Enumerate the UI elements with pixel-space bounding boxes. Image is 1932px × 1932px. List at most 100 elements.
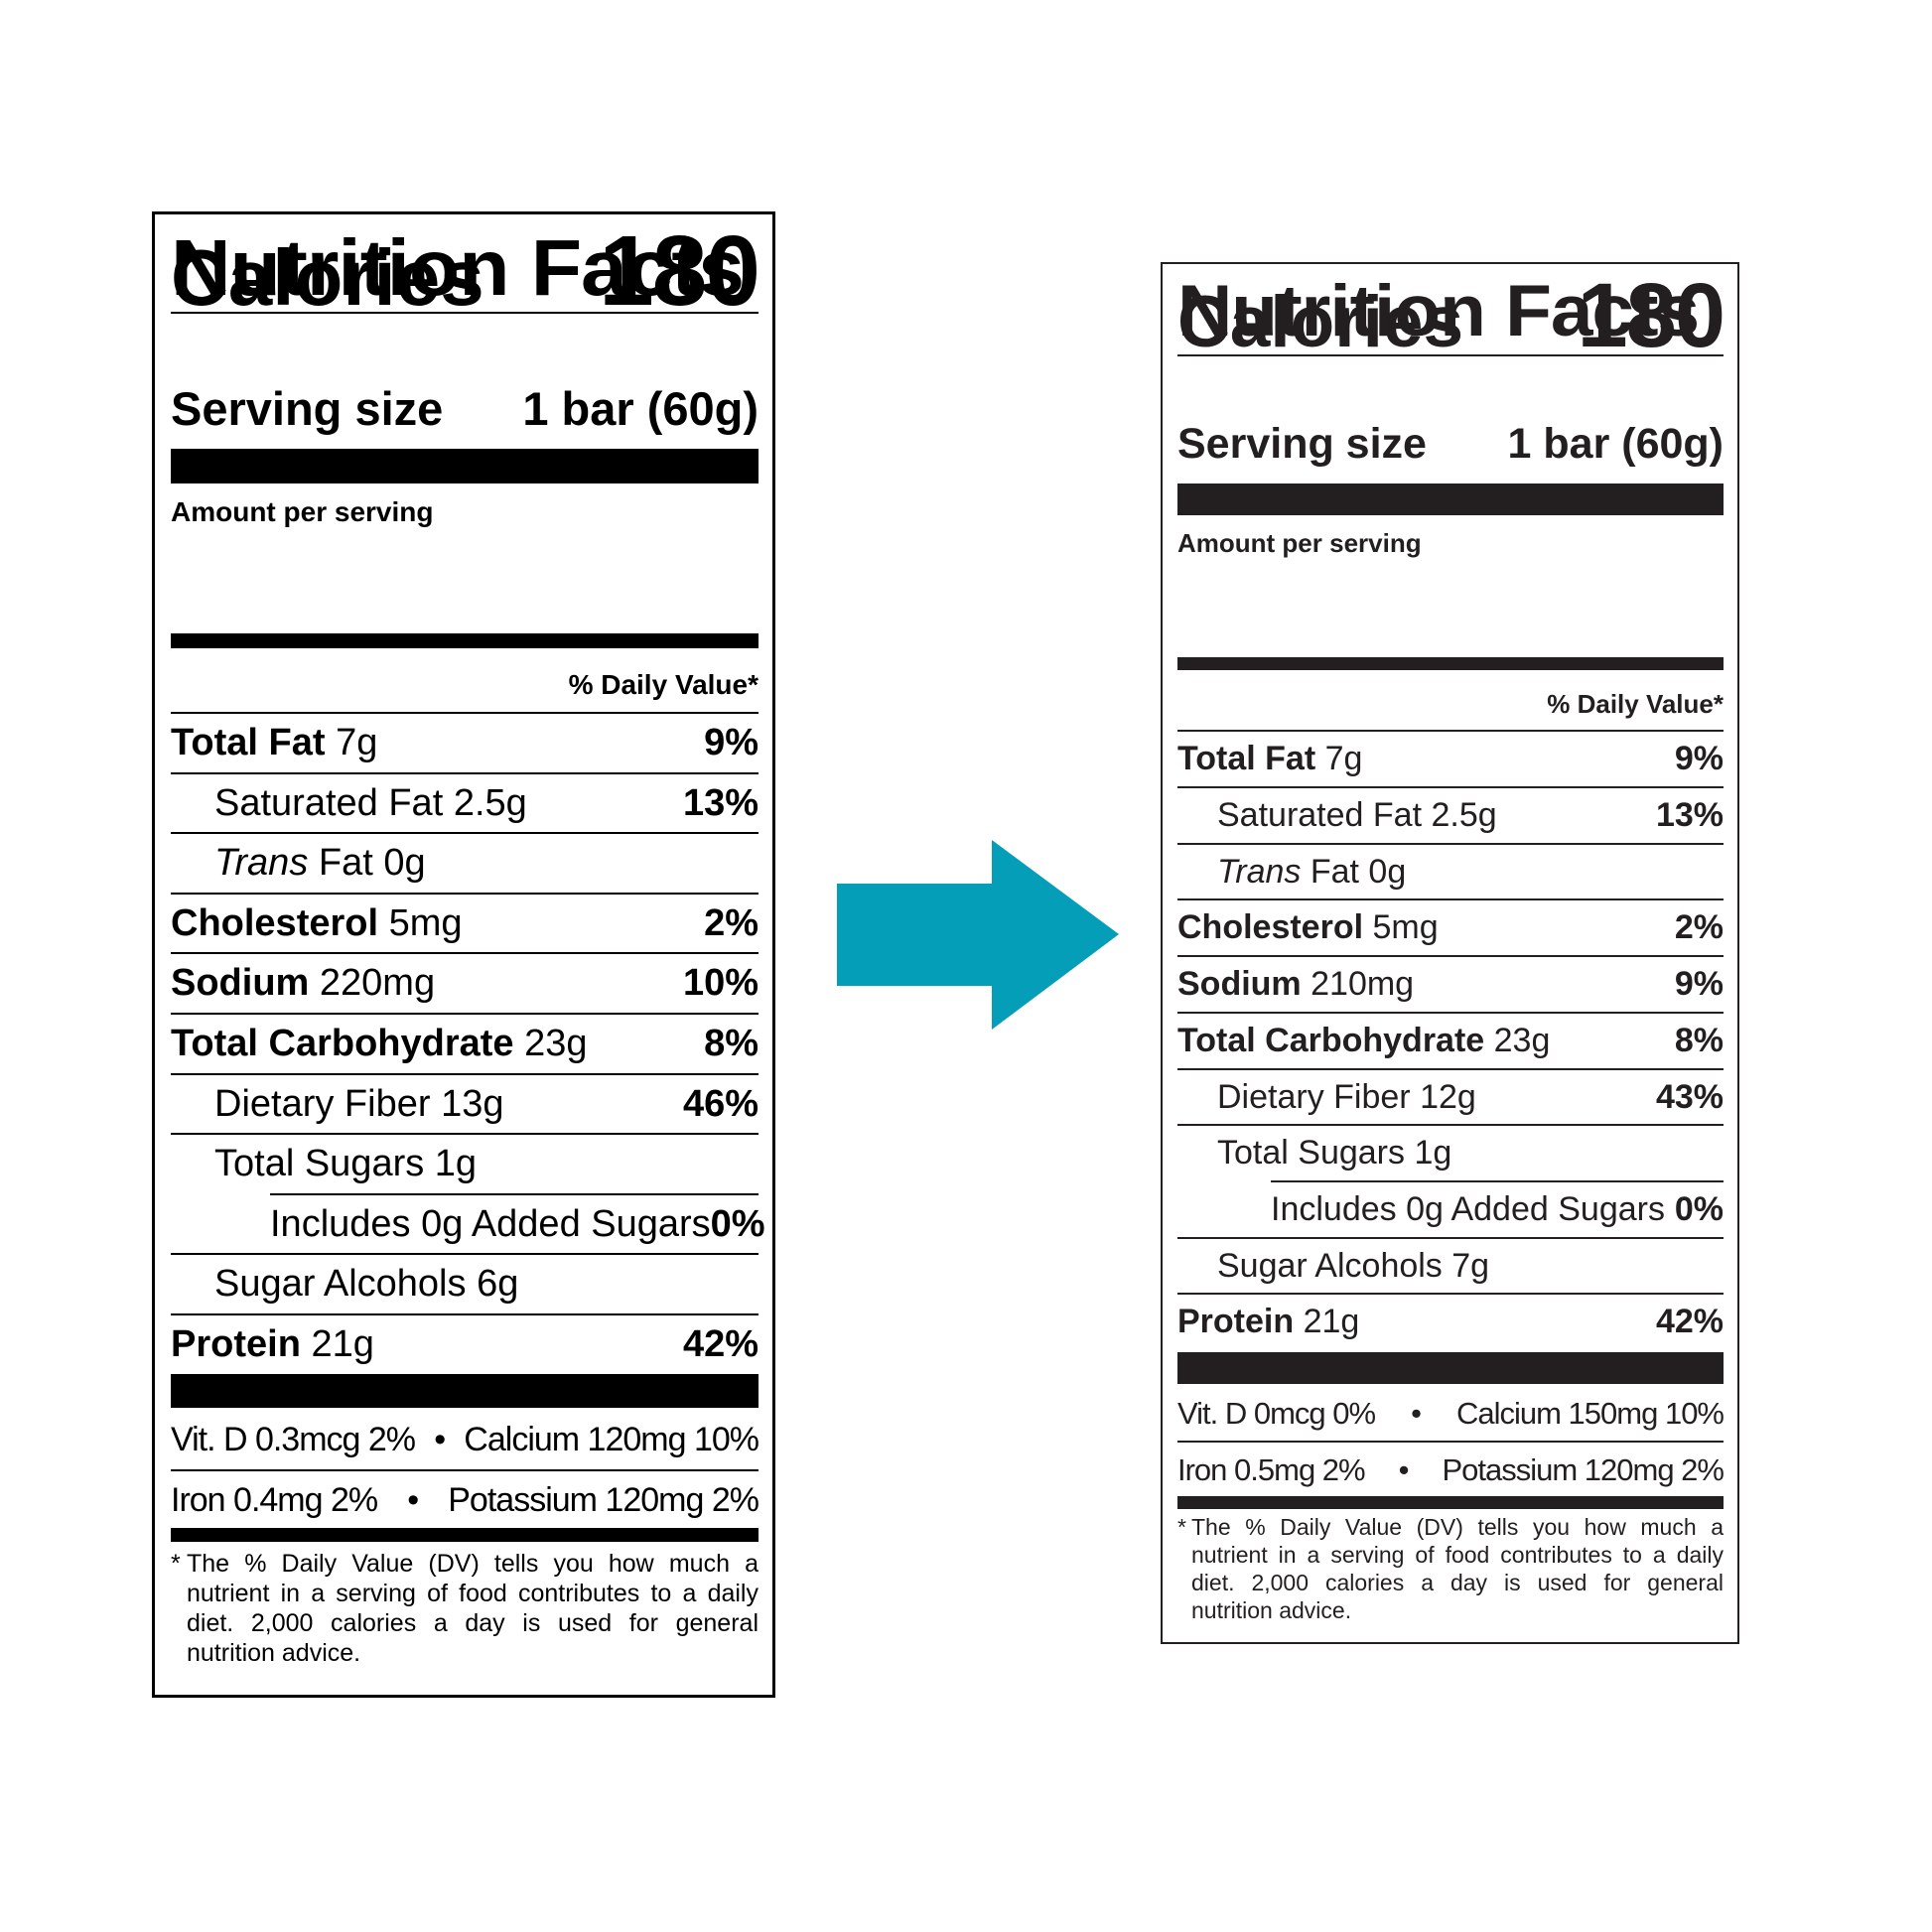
nutrient-row-sugar-alcohols: Sugar Alcohols 6g: [171, 1253, 759, 1312]
serving-size-label: Serving size: [1177, 420, 1427, 468]
nutrient-name: Sugar Alcohols: [1217, 1247, 1443, 1285]
nutrient-dv: 2%: [1674, 908, 1724, 946]
nutrient-amount: 23g: [524, 1023, 588, 1064]
medium-bar: [1177, 1496, 1724, 1509]
nutrient-name: Dietary Fiber: [1217, 1078, 1411, 1116]
nutrient-row-total-fat: Total Fat 7g 9%: [1177, 730, 1724, 786]
nutrient-row-cholesterol: Cholesterol 5mg 2%: [171, 893, 759, 952]
medium-bar: [1177, 657, 1724, 670]
nutrient-amount: 7g: [1324, 740, 1363, 777]
nutrient-dv: 9%: [1674, 965, 1724, 1003]
serving-size-value: 1 bar (60g): [1507, 420, 1724, 468]
nutrition-label-before: Nutrition Facts Serving size 1 bar (60g)…: [152, 211, 775, 1698]
nutrient-row-protein: Protein 21g 42%: [171, 1313, 759, 1373]
potassium: Potassium 120mg 2%: [1442, 1452, 1725, 1487]
calcium: Calcium 150mg 10%: [1455, 1396, 1725, 1431]
daily-value-header: % Daily Value*: [1547, 689, 1724, 719]
vitamin-d: Vit. D 0mcg 0%: [1177, 1396, 1376, 1431]
nutrient-row-dietary-fiber: Dietary Fiber 13g 46%: [171, 1073, 759, 1133]
footnote-star: *: [171, 1550, 181, 1578]
vitamin-row: Vit. D 0.3mcg 2% • Calcium 120mg 10%: [171, 1411, 759, 1468]
potassium: Potassium 120mg 2%: [448, 1481, 759, 1519]
nutrient-amount: 21g: [311, 1323, 374, 1365]
footnote-text: The % Daily Value (DV) tells you how muc…: [1191, 1514, 1724, 1623]
nutrient-name: Cholesterol: [1177, 908, 1364, 946]
nutrient-amount: 1g: [1414, 1134, 1452, 1172]
thick-bar: [171, 449, 759, 483]
bullet: •: [434, 1421, 446, 1458]
nutrient-amount: 1g: [434, 1143, 478, 1184]
nutrient-name: Includes 0g Added Sugars: [270, 1203, 711, 1245]
thick-bar: [1177, 1352, 1724, 1384]
calcium: Calcium 120mg 10%: [464, 1421, 759, 1458]
medium-bar: [171, 1528, 759, 1542]
nutrient-dv: 10%: [682, 962, 759, 1004]
nutrient-row-trans-fat: Trans Fat 0g: [1177, 843, 1724, 899]
nutrient-row-dietary-fiber: Dietary Fiber 12g 43%: [1177, 1068, 1724, 1125]
nutrient-dv: 9%: [1674, 740, 1724, 777]
daily-value-header: % Daily Value*: [568, 669, 759, 700]
nutrient-amount: 220mg: [319, 962, 436, 1004]
nutrient-amount: 7g: [1451, 1247, 1490, 1285]
nutrient-row-added-sugars: Includes 0g Added Sugars 0%: [270, 1193, 765, 1253]
nutrient-name: Protein: [1177, 1303, 1295, 1340]
nutrient-name: Saturated Fat: [1217, 796, 1423, 834]
nutrient-dv: 46%: [682, 1083, 759, 1125]
nutrient-name: Sugar Alcohols: [214, 1263, 467, 1305]
nutrient-name: Sodium: [171, 962, 310, 1004]
serving-size-value: 1 bar (60g): [522, 382, 759, 435]
calories-label: Calories: [171, 233, 484, 322]
thick-bar: [1177, 483, 1724, 515]
nutrient-amount: 2.5g: [1431, 796, 1497, 834]
label-title: Nutrition Facts: [1177, 271, 1700, 351]
bullet: •: [1411, 1396, 1422, 1431]
bullet: •: [407, 1481, 419, 1519]
nutrient-row-total-sugars: Total Sugars 1g: [1177, 1124, 1724, 1180]
nutrient-row-sodium: Sodium 220mg 10%: [171, 952, 759, 1012]
nutrient-amount: 23g: [1493, 1022, 1551, 1059]
vitamin-d: Vit. D 0.3mcg 2%: [171, 1421, 416, 1458]
nutrient-name: Total Carbohydrate: [1177, 1022, 1485, 1059]
title-rule: [1177, 354, 1724, 356]
nutrient-amount: 6g: [477, 1263, 519, 1305]
nutrient-amount: 210mg: [1311, 965, 1415, 1003]
nutrient-row-sugar-alcohols: Sugar Alcohols 7g: [1177, 1237, 1724, 1294]
nutrient-name: Total Fat: [171, 722, 326, 763]
nutrient-amount: 13g: [441, 1083, 504, 1125]
nutrient-row-protein: Protein 21g 42%: [1177, 1293, 1724, 1349]
nutrient-amount: 2.5g: [453, 782, 527, 824]
calories-value: 180: [1577, 265, 1725, 366]
amount-per-serving: Amount per serving: [1177, 528, 1422, 558]
nutrient-name-italic: Trans: [214, 842, 309, 884]
nutrient-row-sodium: Sodium 210mg 9%: [1177, 955, 1724, 1012]
calories-value: 180: [599, 215, 760, 327]
mineral-row: Iron 0.4mg 2% • Potassium 120mg 2%: [171, 1469, 759, 1529]
serving-size-label: Serving size: [171, 382, 444, 435]
nutrient-dv: 2%: [704, 902, 759, 944]
nutrient-name: Dietary Fiber: [214, 1083, 431, 1125]
nutrient-dv: 0%: [710, 1203, 765, 1245]
nutrient-dv: 13%: [1655, 796, 1724, 834]
nutrient-name: Total Carbohydrate: [171, 1023, 514, 1064]
serving-size: Serving size 1 bar (60g): [1177, 420, 1724, 469]
amount-per-serving: Amount per serving: [171, 496, 434, 527]
nutrient-name: Sodium: [1177, 965, 1302, 1003]
nutrient-name: Protein: [171, 1323, 301, 1365]
nutrient-row-saturated-fat: Saturated Fat 2.5g 13%: [171, 772, 759, 832]
right-arrow-icon: [837, 840, 1119, 1030]
nutrient-name: Cholesterol: [171, 902, 379, 944]
nutrient-row-added-sugars: Includes 0g Added Sugars 0%: [1271, 1180, 1724, 1237]
vitamin-row: Vit. D 0mcg 0% • Calcium 150mg 10%: [1177, 1386, 1725, 1441]
nutrient-name: Total Sugars: [214, 1143, 425, 1184]
nutrient-amount: 7g: [336, 722, 378, 763]
nutrient-name: Includes 0g Added Sugars: [1271, 1190, 1665, 1228]
nutrient-name-italic: Trans: [1217, 853, 1302, 891]
nutrient-name: Saturated Fat: [214, 782, 444, 824]
nutrient-amount: 12g: [1420, 1078, 1476, 1116]
nutrient-amount: 0g: [1368, 853, 1407, 891]
nutrient-dv: 42%: [682, 1323, 759, 1365]
thick-bar: [171, 1374, 759, 1408]
nutrient-row-total-sugars: Total Sugars 1g: [171, 1133, 759, 1192]
nutrient-amount: 0g: [383, 842, 426, 884]
nutrient-row-saturated-fat: Saturated Fat 2.5g 13%: [1177, 786, 1724, 843]
